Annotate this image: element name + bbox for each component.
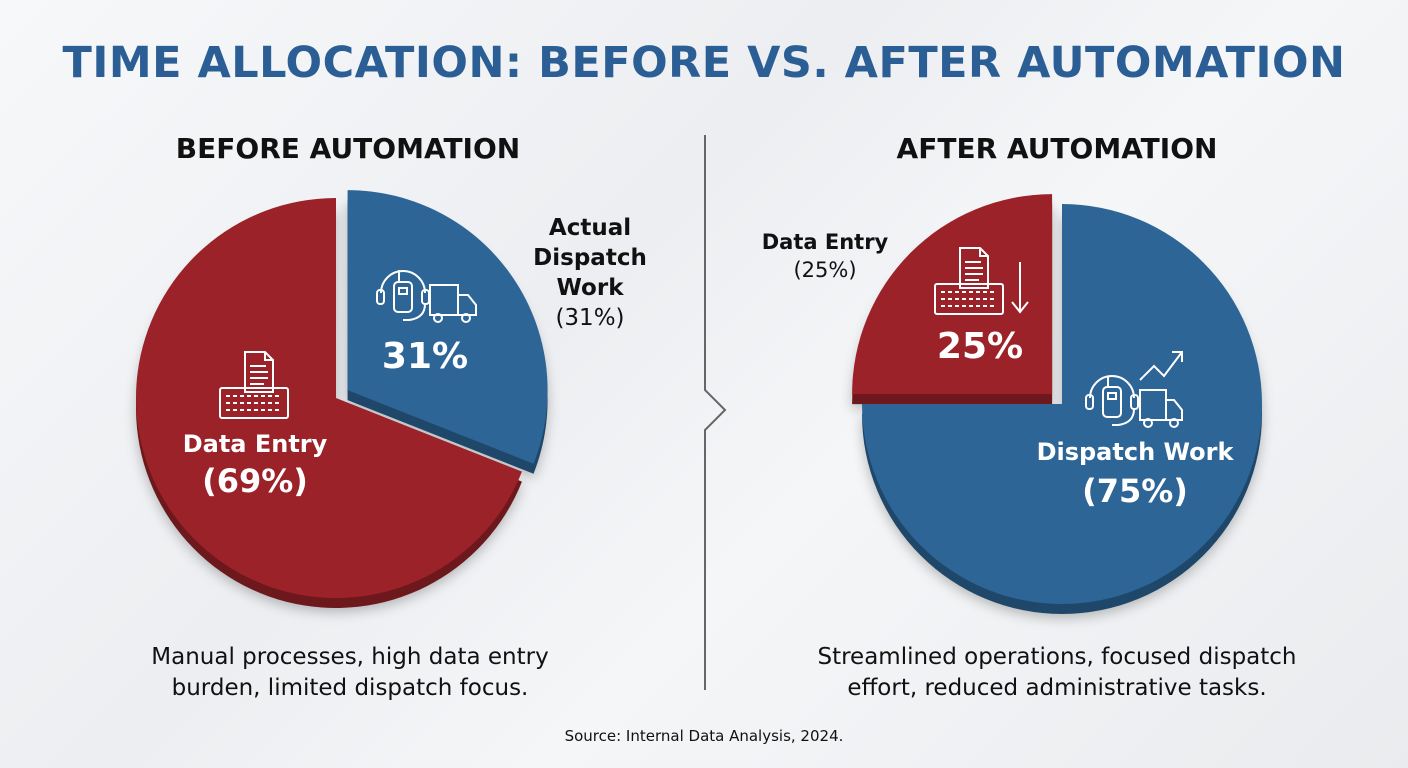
document-keyboard-icon xyxy=(219,351,289,419)
caption-line: Manual processes, high data entry xyxy=(151,644,549,670)
headset-truck-icon xyxy=(376,270,477,323)
caption-line: Streamlined operations, focused dispatch xyxy=(817,644,1297,670)
after-caption: Streamlined operations, focused dispatch… xyxy=(757,642,1357,704)
pie-slice-dispatch-work xyxy=(862,204,1262,604)
before-chart-title: BEFORE AUTOMATION xyxy=(175,132,521,165)
pie-slice-actual-dispatch-work xyxy=(347,190,548,464)
pie-slice-data-entry xyxy=(852,194,1053,395)
before-data-entry-pct: (69%) xyxy=(202,462,308,500)
before-dispatch-callout: Actual Dispatch Work (31%) xyxy=(520,213,660,333)
callout-line: Dispatch xyxy=(533,245,647,271)
callout-line: (31%) xyxy=(555,305,625,331)
callout-line: Actual xyxy=(548,215,632,241)
source-note: Source: Internal Data Analysis, 2024. xyxy=(564,727,844,745)
before-caption: Manual processes, high data entry burden… xyxy=(100,642,600,704)
callout-line: Work xyxy=(556,275,624,301)
after-data-entry-callout: Data Entry (25%) xyxy=(745,228,905,284)
page-title: TIME ALLOCATION: BEFORE VS. AFTER AUTOMA… xyxy=(62,38,1346,88)
divider xyxy=(704,135,727,690)
document-keyboard-icon xyxy=(934,247,1004,315)
after-dispatch-label: Dispatch Work xyxy=(1036,438,1234,466)
callout-line: Data Entry xyxy=(761,230,889,254)
before-data-entry-label: Data Entry xyxy=(182,430,328,458)
pie-slice-data-entry xyxy=(135,198,522,598)
after-dispatch-pct: (75%) xyxy=(1082,472,1188,510)
caption-line: burden, limited dispatch focus. xyxy=(171,675,529,701)
callout-line: (25%) xyxy=(793,258,857,282)
headset-truck-icon xyxy=(1085,375,1183,428)
after-pie xyxy=(852,194,1262,614)
caption-line: effort, reduced administrative tasks. xyxy=(847,675,1267,701)
before-dispatch-pct-label: 31% xyxy=(381,336,469,377)
trend-up-icon xyxy=(1139,351,1183,381)
before-pie xyxy=(135,190,548,608)
arrow-down-icon xyxy=(1011,262,1029,314)
after-data-entry-pct-label: 25% xyxy=(936,326,1024,367)
after-chart-title: AFTER AUTOMATION xyxy=(896,132,1218,165)
